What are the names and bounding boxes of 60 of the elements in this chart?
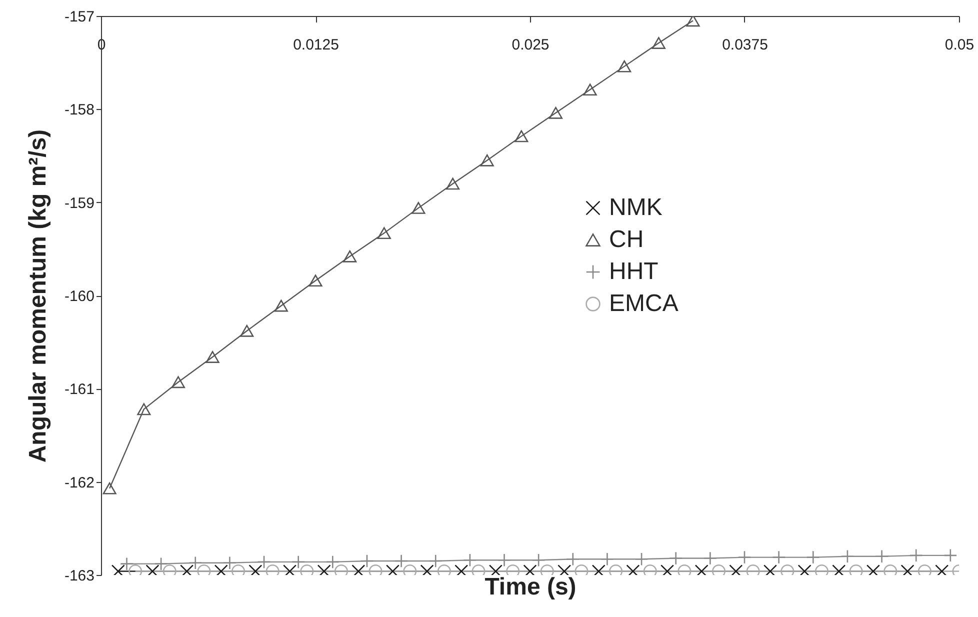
point: [188, 556, 202, 570]
y-tick-label: -161: [64, 381, 94, 398]
point: [669, 551, 683, 566]
y-tick-label: -162: [64, 474, 94, 492]
point: [600, 552, 614, 566]
point: [514, 130, 528, 142]
point: [154, 557, 168, 571]
x-axis-title: Time (s): [484, 574, 576, 600]
point: [446, 178, 460, 190]
point: [480, 154, 494, 166]
legend-label: NMK: [609, 194, 662, 221]
point: [840, 550, 854, 564]
point: [806, 550, 820, 564]
point: [394, 554, 408, 568]
point: [222, 556, 236, 570]
point: [634, 552, 648, 566]
point: [360, 554, 374, 568]
point: [428, 554, 442, 568]
point: [652, 37, 666, 49]
point: [875, 550, 889, 564]
point: [120, 557, 134, 571]
x-tick-label: 0.0375: [722, 36, 768, 54]
point: [463, 553, 477, 567]
point: [412, 202, 426, 214]
legend-label: CH: [609, 226, 644, 253]
point: [738, 550, 752, 564]
point: [583, 84, 597, 96]
point: [308, 274, 322, 287]
point: [532, 553, 546, 567]
point: [618, 60, 632, 72]
point: [343, 250, 357, 262]
point: [102, 482, 116, 494]
x-tick-label: 0.05: [944, 36, 974, 54]
point: [703, 551, 717, 566]
y-tick-label: -160: [64, 288, 94, 305]
point: [944, 548, 958, 562]
x-tick-label: 0.025: [512, 36, 550, 54]
point: [240, 324, 254, 337]
point: [326, 555, 340, 569]
point: [548, 106, 563, 119]
y-tick-label: -158: [64, 102, 94, 119]
legend-label: EMCA: [609, 290, 678, 317]
point: [206, 351, 220, 363]
point: [909, 548, 923, 562]
point: [292, 555, 306, 569]
point: [137, 403, 151, 416]
point: [497, 553, 512, 567]
point: [257, 555, 271, 569]
point: [686, 16, 700, 27]
point: [377, 227, 391, 240]
point: [566, 552, 580, 566]
y-axis-title: Angular momentum (kg m²/s): [24, 129, 52, 463]
y-tick-label: -163: [64, 568, 94, 584]
y-tick-label: -157: [64, 8, 94, 26]
point: [171, 376, 185, 388]
point: [274, 300, 288, 312]
point: [772, 550, 786, 564]
x-tick-label: 0.0125: [293, 36, 339, 54]
y-tick-label: -159: [64, 194, 94, 212]
legend-label: HHT: [609, 258, 659, 285]
